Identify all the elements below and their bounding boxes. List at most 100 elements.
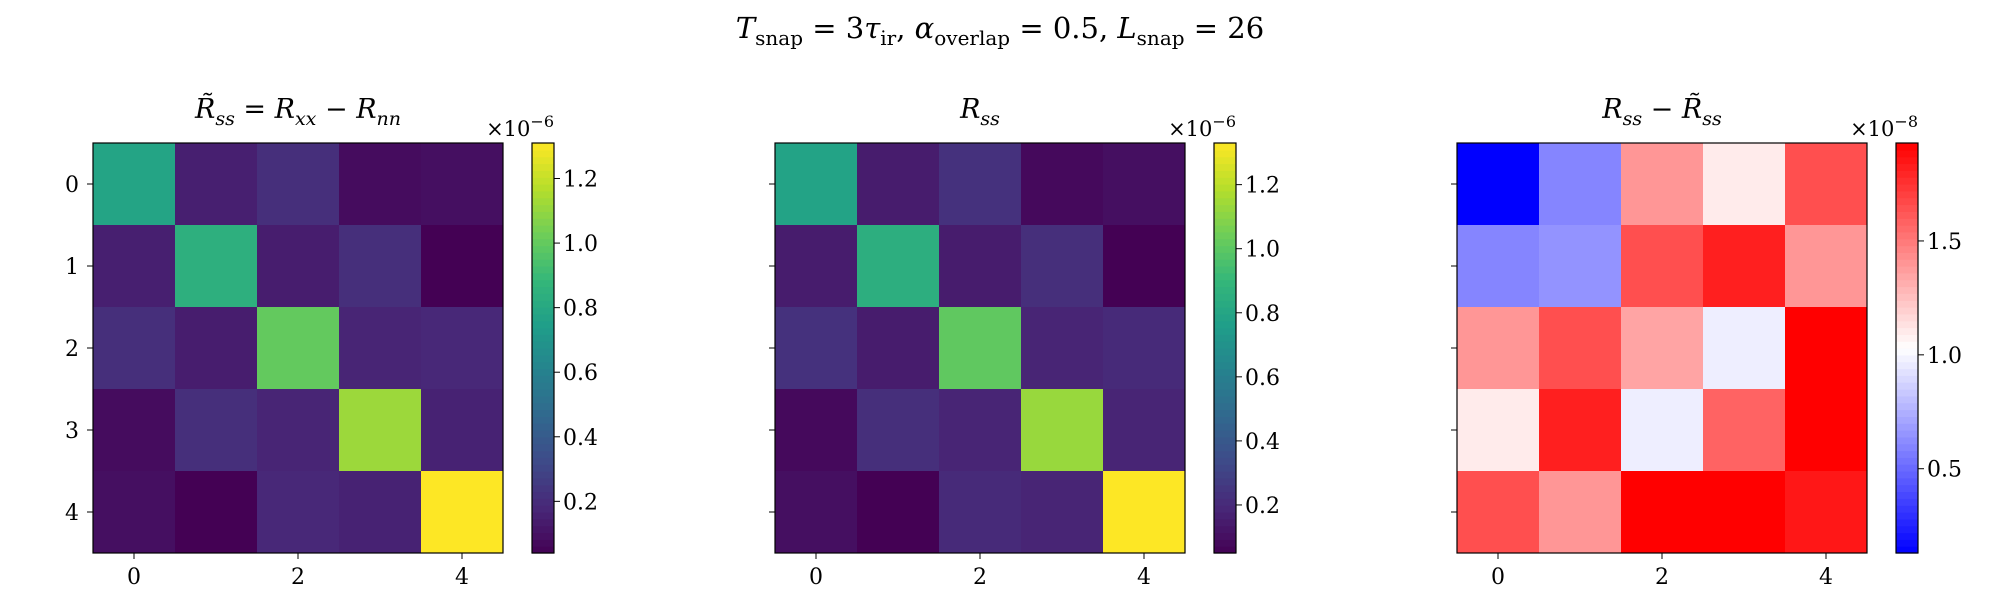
- colorbar-segment: [1896, 211, 1918, 219]
- colorbar-segment: [532, 368, 554, 376]
- colorbar-segment: [1896, 293, 1918, 301]
- heatmap-cell-1-2: [939, 225, 1022, 308]
- heatmap-cell-0-1: [1539, 143, 1622, 226]
- heatmap-cell-2-1: [857, 307, 940, 390]
- colorbar-segment: [532, 190, 554, 199]
- colorbar-segment: [1896, 238, 1918, 247]
- colorbar-segment: [1896, 498, 1918, 506]
- heatmap-cell-4-0: [93, 471, 176, 554]
- colorbar-segment: [532, 272, 554, 281]
- colorbar-segment: [532, 491, 554, 499]
- x-tick-label: 2: [1655, 565, 1669, 590]
- x-tick-label: 2: [291, 565, 305, 590]
- heatmap-cell-0-2: [1621, 143, 1704, 226]
- colorbar-segment: [1214, 402, 1236, 411]
- colorbar-frame: [1895, 142, 1919, 554]
- colorbar-segment: [532, 471, 554, 479]
- colorbar-segment: [1214, 382, 1236, 390]
- heatmap-cell-2-1: [175, 307, 258, 390]
- colorbar-segment: [1896, 143, 1918, 151]
- heatmap-cell-0-3: [1021, 143, 1104, 226]
- colorbar-segment: [1214, 505, 1236, 513]
- x-tick-label: 0: [127, 565, 141, 590]
- colorbar-segment: [1896, 546, 1918, 554]
- heatmap-cell-2-0: [1457, 307, 1540, 390]
- colorbar-segment: [1214, 272, 1236, 281]
- heatmap-cell-2-2: [939, 307, 1022, 390]
- colorbar-segment: [532, 156, 554, 165]
- colorbar-segment: [1214, 286, 1236, 294]
- heatmap-panel-0: R̃ss = Rxx − Rnn 0 2 4 0 1 2 3 4 0.2 0.4 0.6 0.8 1.0 1…: [65, 92, 598, 590]
- colorbar-segment: [1896, 382, 1918, 390]
- y-tick-label: 4: [65, 501, 79, 526]
- heatmap-cell-0-3: [1703, 143, 1786, 226]
- panel-title: Rss − R̃ss: [1601, 92, 1722, 130]
- colorbar-segment: [532, 505, 554, 513]
- colorbar-segment: [1896, 491, 1918, 499]
- colorbar-segment: [532, 149, 554, 158]
- heatmap-cell-3-0: [93, 389, 176, 472]
- heatmap-cell-3-1: [1539, 389, 1622, 472]
- heatmap-cell-1-2: [1621, 225, 1704, 308]
- colorbar-segment: [1896, 430, 1918, 438]
- heatmap-cell-1-4: [1103, 225, 1186, 308]
- colorbar-tick-label: 0.4: [563, 426, 598, 451]
- colorbar-segment: [532, 457, 554, 465]
- heatmap-panel-1: Rss 0 2 4 0.2 0.4 0.6 0.8 1.0 1.2 ×10−6: [769, 94, 1280, 590]
- colorbar-segment: [1896, 245, 1918, 253]
- heatmap-cell-4-4: [1103, 471, 1186, 554]
- colorbar-segment: [1896, 149, 1918, 158]
- heatmap-cell-1-0: [775, 225, 858, 308]
- colorbar-segment: [1896, 450, 1918, 458]
- colorbar-segment: [1214, 539, 1236, 547]
- colorbar-segment: [532, 313, 554, 322]
- colorbar-segment: [1896, 184, 1918, 192]
- colorbar-segment: [532, 300, 554, 308]
- heatmap-cell-0-0: [93, 143, 176, 226]
- colorbar-segment: [1896, 163, 1918, 171]
- heatmap-cell-3-3: [1703, 389, 1786, 472]
- heatmap-cell-3-4: [1785, 389, 1868, 472]
- heatmap-cell-2-0: [93, 307, 176, 390]
- colorbar-segment: [1214, 477, 1236, 486]
- colorbar-segment: [532, 525, 554, 534]
- colorbar-segment: [1214, 143, 1236, 151]
- colorbar-segment: [1214, 245, 1236, 253]
- colorbar-segment: [532, 211, 554, 219]
- heatmap-cell-2-0: [775, 307, 858, 390]
- colorbar-segment: [1214, 348, 1236, 356]
- heatmap-cell-1-3: [1703, 225, 1786, 308]
- panel-title: R̃ss = Rxx − Rnn: [194, 92, 401, 130]
- colorbar-segment: [532, 389, 554, 397]
- colorbar-segment: [1896, 477, 1918, 486]
- colorbar-segment: [1896, 409, 1918, 417]
- colorbar-segment: [532, 546, 554, 554]
- colorbar-segment: [1896, 423, 1918, 431]
- colorbar-segment: [1214, 293, 1236, 301]
- colorbar-segment: [1896, 231, 1918, 240]
- colorbar-segment: [1896, 334, 1918, 342]
- y-tick-label: 3: [65, 419, 79, 444]
- colorbar-segment: [1214, 218, 1236, 226]
- colorbar-segment: [1214, 279, 1236, 288]
- colorbar-tick-label: 0.6: [563, 361, 598, 386]
- colorbar-segment: [1896, 156, 1918, 165]
- heatmap-cell-4-4: [1785, 471, 1868, 554]
- colorbar-segment: [1214, 266, 1236, 274]
- colorbar-segment: [1214, 484, 1236, 493]
- y-tick-label: 2: [65, 337, 79, 362]
- colorbar-segment: [532, 334, 554, 342]
- colorbar-segment: [1214, 156, 1236, 165]
- heatmap-cell-3-0: [775, 389, 858, 472]
- heatmap-cell-3-3: [1021, 389, 1104, 472]
- colorbar-tick-label: 1.0: [563, 232, 598, 257]
- colorbar-segment: [532, 443, 554, 452]
- heatmap-cell-3-1: [857, 389, 940, 472]
- heatmap-cell-1-2: [257, 225, 340, 308]
- colorbar-segment: [1896, 348, 1918, 356]
- colorbar-segment: [1896, 361, 1918, 370]
- colorbar-segment: [1896, 436, 1918, 445]
- heatmap-cell-3-0: [1457, 389, 1540, 472]
- heatmap-cell-2-1: [1539, 307, 1622, 390]
